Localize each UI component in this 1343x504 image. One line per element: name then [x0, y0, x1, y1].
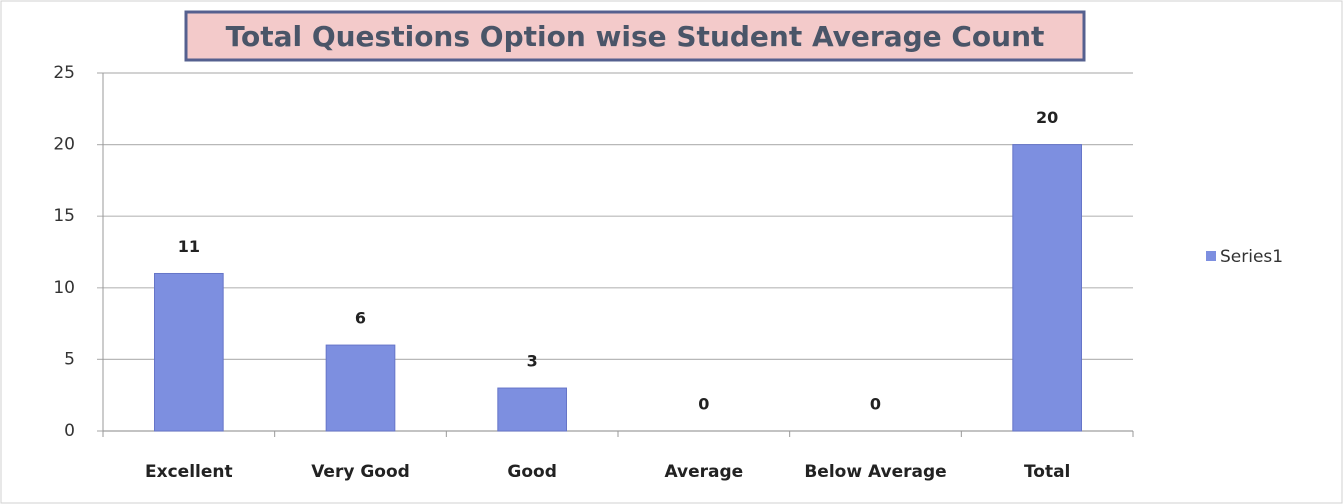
- y-tick-label: 0: [64, 421, 75, 441]
- y-tick-label: 5: [64, 349, 75, 369]
- x-tick-label: Below Average: [804, 462, 946, 482]
- title-box: [184, 10, 1086, 62]
- x-tick-label: Average: [664, 462, 743, 482]
- y-tick-label: 20: [53, 135, 75, 155]
- data-label: 0: [698, 395, 709, 414]
- x-tick-label: Very Good: [311, 462, 410, 482]
- bar: [497, 387, 568, 432]
- bar: [1012, 144, 1082, 432]
- data-label: 11: [178, 237, 200, 256]
- x-tick-label: Excellent: [145, 462, 233, 482]
- y-tick-label: 10: [53, 278, 75, 298]
- y-tick-label: 15: [53, 206, 75, 226]
- data-label: 6: [355, 309, 366, 328]
- x-tick-label: Total: [1024, 462, 1070, 482]
- bar: [154, 272, 224, 432]
- data-label: 20: [1036, 108, 1058, 127]
- legend-label: Series1: [1220, 247, 1283, 267]
- x-tick-label: Good: [507, 462, 556, 482]
- chart-title: Total Questions Option wise Student Aver…: [226, 20, 1045, 53]
- legend-swatch: [1206, 251, 1216, 261]
- data-label: 0: [870, 395, 881, 414]
- data-label: 3: [527, 352, 538, 371]
- bar: [325, 344, 396, 432]
- y-tick-label: 25: [53, 63, 75, 83]
